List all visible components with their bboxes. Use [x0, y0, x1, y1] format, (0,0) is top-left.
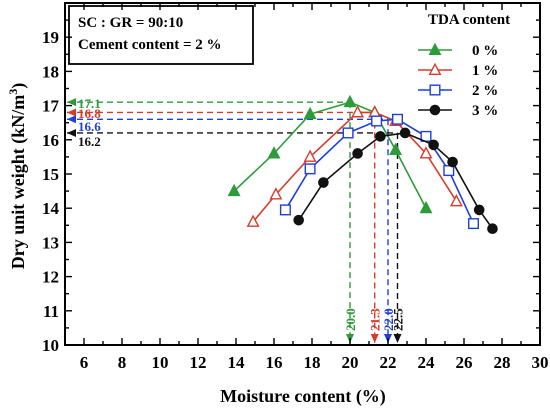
- series-line: [284, 118, 475, 224]
- data-point: [303, 106, 317, 120]
- info-box-line-2: Cement content = 2 %: [78, 37, 222, 53]
- mdd-value-label: 16.6: [78, 119, 101, 134]
- x-tick-label: 24: [418, 353, 436, 372]
- legend-marker: [428, 42, 442, 55]
- x-tick-label: 10: [152, 353, 169, 372]
- y-axis-label-end: ): [8, 83, 29, 89]
- data-point: [389, 142, 403, 156]
- y-axis-label: Dry unit weight (kN/m3): [6, 83, 29, 270]
- x-tick-label: 28: [494, 353, 511, 372]
- mdd-value-label: 17.1: [78, 96, 101, 111]
- legend-marker: [428, 62, 442, 76]
- legend-items: 0 % 1 % 2 % 3 %: [418, 42, 498, 119]
- data-point: [318, 177, 329, 188]
- legend-label: 0 %: [472, 43, 498, 59]
- y-tick-label: 10: [42, 336, 59, 355]
- omc-value-label: 22.5: [391, 308, 406, 331]
- omc-arrow-head: [393, 334, 402, 343]
- omc-value-label: 20.0: [343, 308, 358, 331]
- mdd-value-label: 16.2: [78, 134, 101, 149]
- data-point: [375, 131, 386, 142]
- data-point: [428, 139, 439, 151]
- data-point: [392, 113, 404, 125]
- legend-title: TDA content: [428, 12, 510, 28]
- x-tick-label: 30: [532, 353, 549, 372]
- y-tick-label: 19: [42, 28, 59, 47]
- x-tick-label: 6: [80, 353, 89, 372]
- series-line: [252, 111, 458, 223]
- x-tick-label: 16: [266, 353, 283, 372]
- omc-value-label: 22.0: [381, 308, 396, 331]
- data-point: [399, 127, 411, 139]
- omc-arrow-head: [370, 334, 379, 343]
- data-point: [279, 204, 291, 216]
- mdd-arrow-head: [67, 98, 76, 107]
- y-axis-label-main: Dry unit weight (kN/m: [8, 95, 29, 270]
- tick-layer: 6 8 10 12 14 16 18 20 22 24 26 28 30 10 11 12 13 14 15 16 17…: [42, 2, 549, 372]
- legend-label: 2 %: [472, 83, 498, 99]
- optimum-guides: 17.1 20.0 16.8 21.3 16.6 22.0 16.2 22.5: [67, 96, 406, 343]
- x-axis-label: Moisture content (%): [220, 386, 386, 407]
- y-tick-label: 11: [43, 302, 59, 321]
- data-point: [342, 127, 354, 139]
- info-box-frame: [68, 5, 254, 65]
- x-tick-label: 18: [304, 353, 321, 372]
- data-point: [269, 187, 283, 200]
- x-tick-label: 26: [456, 353, 473, 372]
- info-box-line-1: SC : GR = 90:10: [78, 15, 183, 31]
- series-layer: [227, 94, 498, 235]
- omc-value-label: 21.3: [368, 308, 383, 331]
- data-point: [227, 183, 241, 197]
- data-point: [246, 214, 260, 227]
- data-point: [303, 149, 317, 162]
- x-tick-label: 12: [190, 353, 207, 372]
- data-point: [352, 148, 363, 159]
- data-point: [304, 163, 316, 175]
- data-point: [473, 204, 485, 216]
- data-point: [419, 146, 433, 159]
- y-tick-label: 18: [42, 62, 59, 81]
- data-point: [419, 200, 433, 214]
- data-point: [293, 214, 305, 226]
- legend-marker: [429, 104, 441, 116]
- y-tick-label: 16: [42, 131, 59, 150]
- legend-marker: [429, 84, 441, 96]
- series-3-pct: [293, 127, 498, 235]
- x-tick-label: 14: [228, 353, 246, 372]
- data-point: [343, 94, 357, 108]
- legend-item: 1 %: [418, 62, 498, 79]
- data-point: [267, 146, 281, 159]
- data-point: [371, 115, 383, 127]
- y-tick-label: 14: [42, 199, 60, 218]
- y-tick-label: 12: [42, 268, 59, 287]
- y-tick-label: 15: [42, 165, 59, 184]
- series-1-pct: [246, 105, 463, 227]
- x-tick-label: 8: [118, 353, 127, 372]
- mdd-value-label: 16.8: [78, 106, 101, 121]
- data-point: [487, 223, 498, 235]
- mdd-arrow-head: [67, 128, 76, 137]
- data-point: [447, 156, 458, 168]
- legend-label: 3 %: [472, 103, 498, 119]
- legend-item: 2 %: [418, 83, 498, 99]
- y-tick-label: 13: [42, 233, 59, 252]
- y-tick-label: 17: [42, 97, 60, 116]
- mdd-arrow-head: [67, 115, 76, 124]
- data-point: [449, 194, 463, 207]
- x-tick-label: 20: [342, 353, 359, 372]
- legend-item: 0 %: [418, 42, 498, 59]
- info-box: SC : GR = 90:10 Cement content = 2 %: [68, 5, 254, 65]
- series-2-pct: [279, 113, 480, 230]
- mdd-arrow-head: [67, 108, 76, 117]
- y-axis-label-sup: 3: [6, 89, 20, 95]
- legend-item: 3 %: [418, 103, 498, 119]
- data-point: [351, 105, 365, 118]
- x-tick-label: 22: [380, 353, 397, 372]
- data-point: [443, 165, 455, 177]
- data-point: [468, 218, 480, 230]
- legend-label: 1 %: [472, 63, 498, 79]
- legend: TDA content 0 % 1 % 2 % 3 %: [418, 12, 510, 119]
